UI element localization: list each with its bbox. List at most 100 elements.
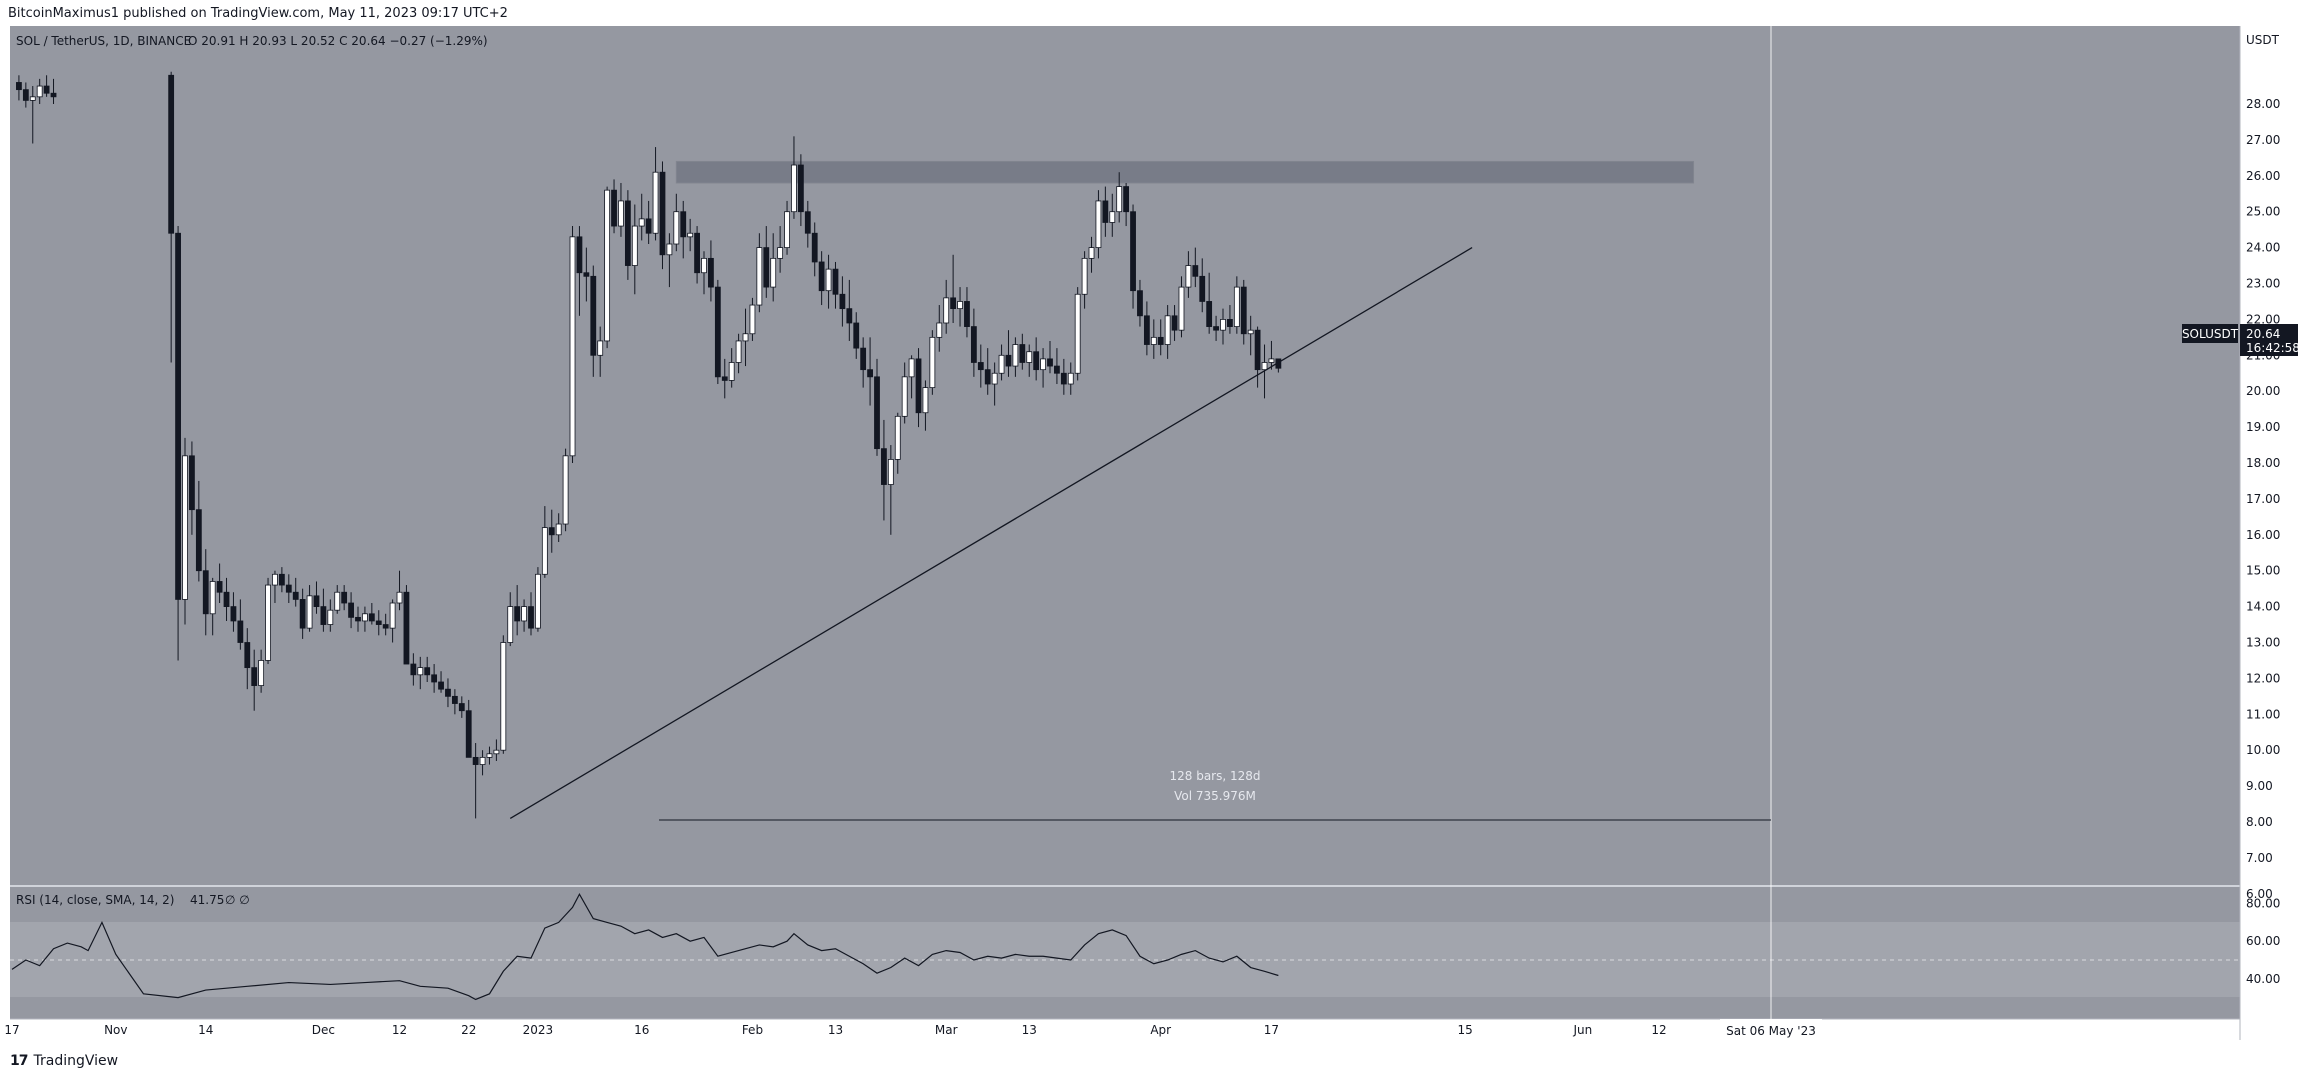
price-tick-label: 22.00 [2246,312,2280,326]
rsi-legend[interactable]: RSI (14, close, SMA, 14, 2) [16,893,174,907]
candle-up [1178,286,1185,331]
candle-up [569,236,576,457]
candle-down [645,218,652,234]
candle-down [341,591,348,604]
time-tick-label: Jun [1572,1023,1592,1037]
candle-down [438,681,444,690]
candle-down [1054,365,1060,374]
candle-down [1102,200,1109,223]
candle-up [631,225,638,266]
candle-down [355,616,361,622]
candle-down [659,171,666,256]
candle-up [998,354,1005,374]
price-tick-label: 28.00 [2246,97,2280,111]
candle-down [292,591,299,600]
candle-up [784,211,790,248]
candle-down [368,613,375,622]
price-tick-label: 13.00 [2246,636,2280,650]
time-tick-label: 16 [634,1023,649,1037]
candle-up [604,189,611,342]
time-tick-label: Dec [312,1023,335,1037]
price-tick-label: 19.00 [2246,420,2280,434]
candle-down [964,301,970,327]
candle-down [528,606,534,629]
candle-up [1247,329,1254,335]
candle-up [486,753,493,758]
candle-down [867,369,873,378]
candle-down [465,710,472,758]
time-tick-label: Apr [1150,1023,1171,1037]
candle-down [22,89,29,101]
price-tag-bg [2240,324,2298,356]
candle-up [673,211,680,245]
candle-up [597,340,604,356]
price-tick-label: 9.00 [2246,779,2273,793]
candle-down [1005,354,1012,367]
candle-up [272,573,278,586]
candle-down [195,509,202,572]
candle-down [1060,372,1067,385]
candle-down [548,527,555,536]
candle-up [728,362,735,381]
tradingview-footer[interactable]: 𝟭𝟳 TradingView [10,1053,118,1069]
candle-down [189,455,195,511]
candle-down [216,581,223,593]
candle-up [652,171,659,234]
candle-up [1220,318,1226,331]
candle-up [666,243,673,256]
candle-down [763,247,770,288]
candle-down [977,362,984,371]
price-tick-label: 20.00 [2246,384,2280,398]
candle-up [957,301,963,310]
candle-down [970,326,977,363]
price-axis-unit: USDT [2246,33,2280,47]
crosshair-date-bg [1720,1019,1822,1041]
symbol-legend[interactable]: SOL / TetherUS, 1D, BINANCE [16,34,191,48]
candle-up [327,609,334,625]
candle-down [576,236,583,274]
candle-up [1150,336,1157,345]
rsi-line [11,892,1279,1001]
candle-down [431,674,438,683]
candle-down [583,272,590,277]
candle-up [1164,315,1171,345]
candle-down [1130,211,1136,292]
candle-up [770,257,777,288]
candle-up [479,756,486,765]
candle-down [424,667,431,676]
candle-up [1109,211,1116,223]
time-tick-label: 15 [1458,1023,1473,1037]
candle-down [881,448,887,485]
price-pane[interactable] [10,26,2240,886]
candle-down [611,189,617,227]
candle-down [832,268,839,295]
candle-down [451,695,458,704]
time-tick-label: 17 [4,1023,19,1037]
candle-up [389,602,396,629]
price-tick-label: 16.00 [2246,528,2280,542]
time-tick-label: 22 [461,1023,476,1037]
price-tick-label: 8.00 [2246,815,2273,829]
time-tick-label: Feb [742,1023,763,1037]
candle-up [29,96,36,101]
candle-up [943,297,950,324]
candle-down [1123,186,1130,213]
candle-up [493,749,500,755]
candle-down [244,642,251,669]
price-tag-symbol: SOLUSDT [2182,327,2239,341]
rsi-legend-value: 41.75 [190,893,224,907]
candle-down [915,358,922,414]
candle-down [1157,336,1164,345]
candle-down [299,599,306,629]
candle-down [313,595,320,608]
candle-down [721,376,728,381]
candle-up [618,200,624,227]
candle-down [514,606,521,622]
price-tick-label: 25.00 [2246,205,2280,219]
candle-up [742,333,749,342]
candle-down [1213,326,1219,331]
ohlc-legend: O 20.91 H 20.93 L 20.52 C 20.64 −0.27 (−… [188,34,488,48]
candle-down [472,756,479,765]
candle-up [265,584,271,661]
